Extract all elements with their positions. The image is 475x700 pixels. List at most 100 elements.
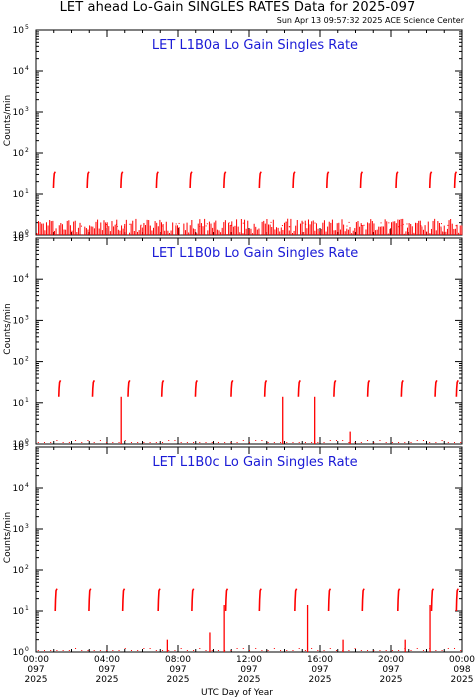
data-burst	[86, 171, 90, 189]
panel-title: LET L1B0c Lo Gain Singles Rate	[152, 455, 357, 470]
x-tick-time: 20:00	[378, 655, 404, 665]
y-tick-exponent: 2	[25, 564, 29, 571]
data-point	[323, 442, 325, 443]
data-point	[342, 440, 344, 441]
y-tick-exponent: 0	[25, 229, 29, 236]
y-tick-exponent: 1	[25, 397, 29, 404]
data-point	[193, 650, 195, 651]
y-axis-label: Counts/min	[3, 303, 13, 354]
data-point	[68, 442, 70, 443]
x-tick-year: 2025	[167, 675, 190, 685]
data-point	[80, 225, 82, 227]
data-burst	[428, 171, 433, 189]
y-tick-label: 10	[13, 399, 25, 409]
data-point	[178, 222, 180, 224]
data-point	[388, 222, 390, 224]
data-point	[68, 650, 70, 651]
data-point	[62, 650, 64, 651]
data-point	[124, 648, 126, 649]
data-point	[249, 442, 250, 443]
data-burst	[155, 171, 159, 189]
y-tick-label: 10	[13, 358, 25, 368]
data-point	[186, 442, 188, 443]
y-tick-label: 10	[13, 149, 25, 159]
data-burst	[397, 588, 401, 612]
data-point	[270, 221, 272, 223]
y-tick-exponent: 5	[25, 24, 29, 31]
x-axis-label: UTC Day of Year	[201, 688, 273, 698]
data-burst	[366, 380, 371, 397]
data-point	[329, 648, 331, 649]
x-tick-year: 2025	[309, 675, 332, 685]
data-point	[175, 223, 177, 225]
y-tick-label: 10	[13, 566, 25, 576]
y-tick-exponent: 3	[25, 523, 29, 530]
data-point	[292, 442, 294, 443]
data-point	[50, 650, 52, 651]
y-tick-exponent: 1	[25, 188, 29, 195]
data-point	[402, 223, 404, 225]
data-point	[348, 650, 350, 651]
data-point	[106, 442, 108, 443]
data-burst	[263, 380, 268, 397]
x-tick-time: 12:00	[236, 655, 262, 665]
data-point	[285, 221, 287, 223]
data-point	[87, 650, 89, 651]
data-point	[140, 224, 142, 226]
data-point	[441, 650, 443, 651]
data-point	[199, 225, 201, 227]
data-point	[124, 440, 126, 441]
data-point	[81, 650, 83, 651]
panel-frame	[35, 237, 463, 445]
data-point	[361, 224, 363, 226]
data-point	[440, 223, 442, 225]
data-point	[168, 440, 170, 441]
data-point	[206, 223, 208, 225]
data-point	[180, 442, 182, 443]
data-point	[87, 440, 89, 441]
data-point	[228, 222, 230, 224]
y-tick-exponent: 0	[25, 438, 29, 445]
data-point	[441, 440, 443, 441]
data-point	[130, 650, 132, 651]
data-burst	[91, 380, 96, 397]
data-point	[211, 442, 213, 443]
data-point	[129, 223, 131, 225]
data-point	[273, 648, 275, 649]
data-point	[304, 442, 306, 443]
x-tick-time: 00:00	[23, 655, 49, 665]
x-tick-day: 097	[382, 665, 399, 675]
x-tick-year: 2025	[451, 675, 474, 685]
x-tick-day: 097	[240, 665, 257, 675]
data-burst	[258, 588, 262, 612]
y-tick-exponent: 5	[25, 232, 29, 239]
data-burst	[430, 588, 435, 612]
data-point	[335, 440, 337, 441]
data-point	[398, 650, 400, 651]
data-burst	[160, 380, 165, 397]
y-tick-exponent: 4	[25, 65, 29, 72]
y-tick-label: 10	[13, 316, 25, 326]
data-point	[211, 650, 213, 651]
data-point	[106, 650, 108, 651]
data-point	[155, 442, 157, 443]
data-point	[242, 222, 244, 224]
data-burst	[453, 171, 458, 189]
data-point	[311, 442, 313, 443]
y-tick-label: 10	[13, 440, 25, 450]
data-burst	[230, 380, 234, 397]
data-point	[354, 442, 356, 443]
x-tick-time: 00:00	[449, 655, 475, 665]
data-point	[143, 648, 145, 649]
y-tick-label: 10	[13, 443, 25, 453]
data-point	[236, 442, 238, 443]
data-point	[230, 650, 232, 651]
data-point	[455, 225, 457, 227]
data-point	[205, 650, 207, 651]
data-point	[323, 650, 325, 651]
data-burst	[120, 171, 124, 189]
data-point	[298, 648, 300, 649]
data-point	[116, 225, 118, 227]
data-burst	[127, 380, 131, 397]
